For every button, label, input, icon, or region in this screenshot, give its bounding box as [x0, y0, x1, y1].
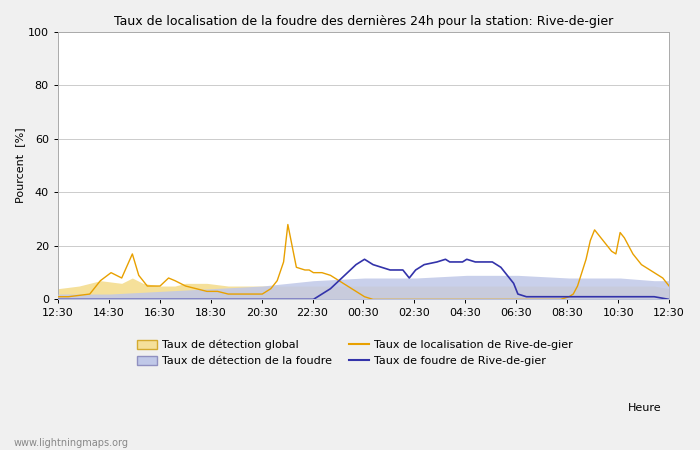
Y-axis label: Pourcent  [%]: Pourcent [%] — [15, 128, 25, 203]
Text: www.lightningmaps.org: www.lightningmaps.org — [14, 438, 129, 448]
Legend: Taux de détection global, Taux de détection de la foudre, Taux de localisation d: Taux de détection global, Taux de détect… — [136, 340, 573, 366]
Text: Heure: Heure — [628, 403, 661, 413]
Title: Taux de localisation de la foudre des dernières 24h pour la station: Rive-de-gie: Taux de localisation de la foudre des de… — [114, 15, 613, 28]
